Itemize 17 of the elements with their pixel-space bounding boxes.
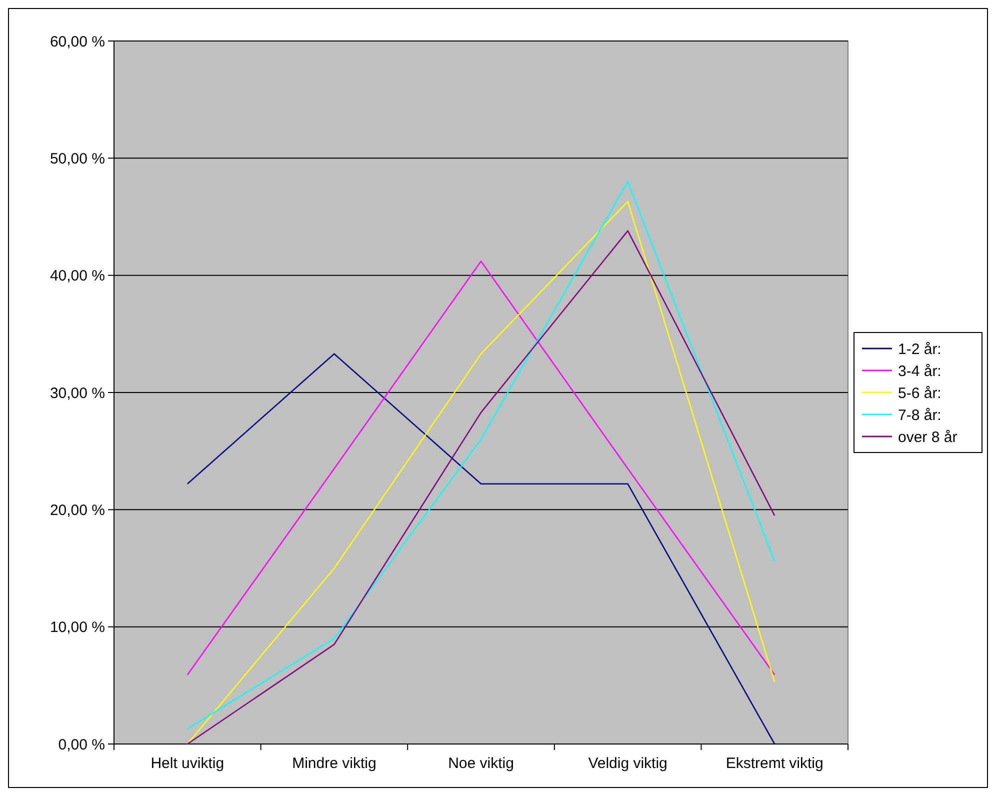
y-tick-label: 30,00 % (50, 384, 105, 402)
y-tick-label: 50,00 % (50, 150, 105, 168)
y-tick-label: 10,00 % (50, 619, 105, 636)
x-tick-label: Helt uviktig (150, 755, 224, 772)
legend-label: 7-8 år: (898, 406, 942, 424)
y-tick-label: 40,00 % (50, 268, 105, 285)
x-tick-label: Veldig viktig (588, 755, 668, 772)
y-tick-label: 60,00 % (50, 33, 105, 50)
legend-label: 1-2 år: (898, 340, 942, 358)
x-tick-label: Ekstremt viktig (726, 755, 824, 772)
y-tick-label: 0,00 % (58, 736, 105, 754)
x-tick-label: Noe viktig (448, 755, 514, 772)
x-tick-label: Mindre viktig (292, 755, 376, 772)
legend-label: 5-6 år: (898, 384, 942, 402)
legend-label: 3-4 år: (898, 362, 942, 380)
legend-label: over 8 år (898, 428, 958, 446)
y-tick-label: 20,00 % (50, 502, 105, 519)
